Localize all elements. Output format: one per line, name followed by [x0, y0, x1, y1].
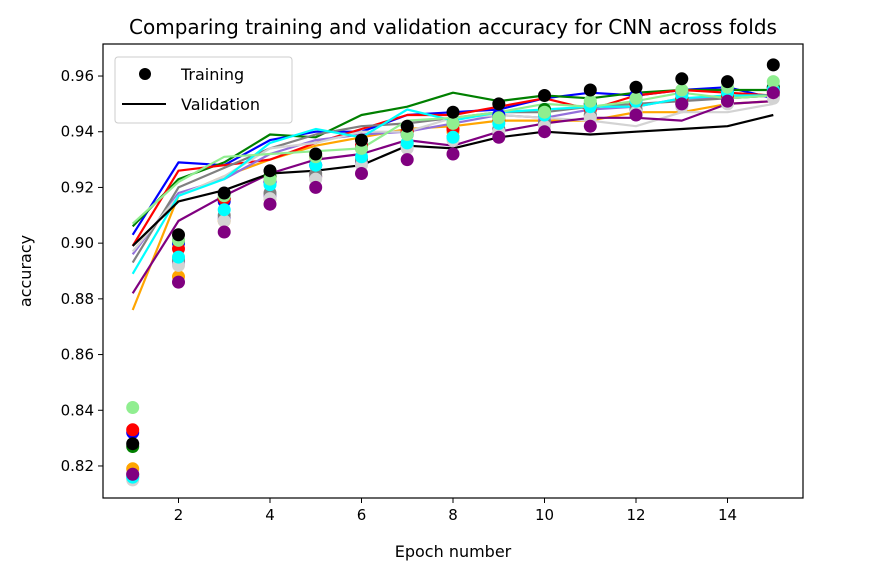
- training-point-fold-11: [309, 147, 323, 161]
- training-point-fold-9: [766, 75, 780, 89]
- training-point-fold-10: [583, 119, 597, 133]
- y-axis-label: accuracy: [16, 235, 35, 307]
- training-point-fold-4: [126, 423, 140, 437]
- training-point-fold-9: [675, 83, 689, 97]
- x-tick-label: 6: [357, 506, 367, 524]
- training-point-fold-9: [583, 94, 597, 108]
- x-tick-label: 12: [626, 506, 645, 524]
- training-point-fold-11: [538, 89, 551, 102]
- x-tick-label: 8: [448, 506, 458, 524]
- training-point-fold-10: [355, 167, 368, 180]
- training-point-fold-9: [538, 105, 551, 119]
- training-point-fold-11: [583, 83, 597, 97]
- y-tick-label: 0.90: [61, 234, 94, 252]
- training-point-fold-10: [400, 153, 414, 167]
- y-tick-label: 0.86: [61, 346, 94, 364]
- training-point-fold-8: [446, 130, 460, 144]
- training-point-fold-11: [766, 58, 780, 72]
- training-point-fold-11: [446, 105, 460, 119]
- training-point-fold-10: [217, 225, 231, 239]
- training-point-fold-10: [492, 130, 506, 144]
- training-point-fold-10: [263, 197, 277, 211]
- training-point-fold-10: [766, 86, 780, 100]
- training-point-fold-11: [629, 80, 643, 94]
- training-point-fold-10: [309, 180, 323, 194]
- y-axis: 0.82 0.84 0.86 0.88 0.90 0.92 0.94 0.96: [61, 67, 103, 475]
- training-point-fold-11: [492, 97, 506, 111]
- training-point-fold-10: [538, 125, 551, 139]
- training-point-fold-11: [263, 164, 277, 178]
- plot-area: [126, 58, 780, 487]
- y-tick-label: 0.96: [61, 67, 94, 85]
- x-tick-label: 4: [265, 506, 275, 524]
- training-point-fold-10: [172, 275, 185, 289]
- training-point-fold-10: [675, 97, 689, 111]
- x-axis: 2 4 6 8 10 12 14: [174, 498, 737, 524]
- legend: Training Validation: [114, 56, 293, 124]
- training-point-fold-11: [675, 72, 689, 86]
- x-tick-label: 2: [174, 506, 184, 524]
- training-point-fold-11: [126, 437, 140, 451]
- legend-box: [114, 56, 293, 124]
- y-tick-label: 0.84: [61, 401, 94, 419]
- legend-validation-label: Validation: [181, 95, 260, 114]
- y-tick-label: 0.88: [61, 290, 94, 308]
- training-point-fold-8: [217, 203, 231, 217]
- training-point-fold-11: [400, 119, 414, 133]
- training-point-fold-9: [446, 116, 460, 130]
- y-tick-label: 0.94: [61, 123, 94, 141]
- training-point-fold-10: [721, 94, 734, 108]
- training-point-fold-10: [126, 467, 140, 481]
- legend-training-label: Training: [180, 65, 244, 84]
- training-point-fold-9: [126, 401, 140, 414]
- training-point-fold-9: [492, 111, 506, 125]
- training-point-fold-11: [172, 228, 185, 242]
- training-point-fold-10: [446, 147, 460, 161]
- x-tick-label: 14: [718, 506, 737, 524]
- x-axis-label: Epoch number: [395, 542, 512, 561]
- training-point-fold-11: [217, 186, 231, 200]
- training-point-fold-7: [217, 214, 231, 228]
- y-tick-label: 0.92: [61, 178, 94, 196]
- legend-training-marker: [139, 68, 151, 80]
- training-point-fold-9: [629, 91, 643, 105]
- training-point-fold-11: [355, 133, 368, 147]
- training-point-fold-10: [629, 108, 643, 122]
- training-point-fold-11: [721, 75, 734, 89]
- chart-title: Comparing training and validation accura…: [129, 15, 777, 39]
- y-tick-label: 0.82: [61, 457, 94, 475]
- training-point-fold-8: [172, 250, 185, 264]
- x-tick-label: 10: [535, 506, 554, 524]
